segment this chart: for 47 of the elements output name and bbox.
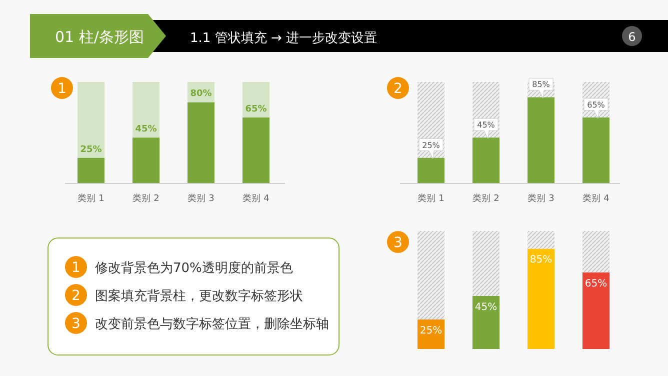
text: 3 [72,316,80,332]
data-label: 85% [532,80,550,90]
chart-title: 3 [394,235,402,251]
data-label: 65% [584,278,608,290]
data-label: 45% [135,124,157,135]
text: 2 [72,288,80,304]
text: 6 [628,30,636,44]
x-tick-label: 类别 1 [78,193,104,204]
x-tick-label: 类别 2 [132,193,160,204]
x-tick-label: 类别 1 [418,193,444,204]
data-label: 45% [477,120,496,130]
text: 图案填充背景柱，更改数字标签形状 [95,288,303,304]
data-label: 45% [474,302,498,313]
x-tick-label: 类别 3 [528,193,554,204]
data-label: 25% [80,144,102,155]
bar [528,231,554,249]
data-label: 85% [530,254,552,266]
bar [582,231,610,272]
data-label: 25% [420,326,442,336]
bar [242,117,270,183]
chart-title: 1 [58,81,66,97]
bar [582,272,610,349]
chart-title: 2 [394,81,402,97]
bar [472,231,500,296]
data-label: 65% [245,104,267,114]
x-tick-label: 类别 2 [472,193,500,204]
text: 1.1 管状填充 → 进一步改变设置 [190,31,377,46]
bar [132,82,160,138]
bar [188,102,214,183]
bar [78,158,104,183]
bar [472,296,500,349]
bar [78,82,104,158]
bar [528,248,554,349]
text: 1 [72,260,80,276]
data-label: 65% [587,100,606,110]
data-label: 80% [190,89,212,100]
text: 01 柱/条形图 [55,28,144,46]
text: 改变前景色与数字标签位置，删除坐标轴 [95,316,329,332]
x-tick-label: 类别 4 [582,193,610,204]
bar [418,320,444,349]
x-tick-label: 类别 4 [242,193,270,204]
bar [132,138,160,183]
x-tick-label: 类别 3 [188,193,214,204]
bar [418,231,444,320]
text: 修改背景色为70%透明度的前景色 [95,260,293,276]
data-label: 25% [422,140,440,150]
bar [242,82,270,118]
